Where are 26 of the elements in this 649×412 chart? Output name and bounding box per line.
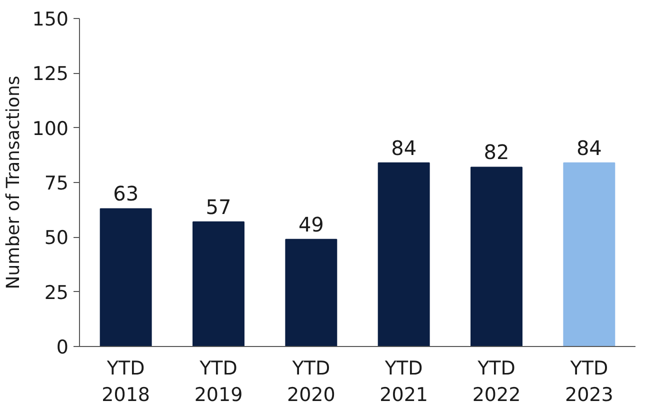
x-tick-label: YTD 2021 <box>380 358 428 406</box>
data-label: 84 <box>391 136 417 160</box>
x-tick-label: YTD 2022 <box>472 358 521 406</box>
data-label: 57 <box>206 194 232 219</box>
y-tick-label: 50 <box>44 227 69 250</box>
data-label: 82 <box>484 140 510 164</box>
data-label: 63 <box>113 182 139 206</box>
bar <box>192 221 244 346</box>
bar <box>285 238 338 346</box>
x-tick-label: YTD 2018 <box>102 358 150 406</box>
data-label: 84 <box>576 136 602 160</box>
data-label: 49 <box>298 212 324 236</box>
y-tick-label: 0 <box>56 336 69 358</box>
y-tick-label: 25 <box>44 282 69 304</box>
y-tick-label: 150 <box>32 8 68 30</box>
x-tick-label: YTD 2023 <box>564 358 614 406</box>
bar <box>378 162 430 346</box>
y-axis-title: Number of Transactions <box>3 76 24 290</box>
bar <box>563 162 616 346</box>
y-tick-label: 75 <box>44 172 69 194</box>
bar <box>100 208 152 346</box>
x-tick-label: YTD 2019 <box>194 358 243 406</box>
y-tick-label: 100 <box>32 118 68 140</box>
x-tick-label: YTD 2020 <box>286 358 336 406</box>
bar <box>470 166 522 346</box>
y-tick-label: 125 <box>32 63 68 86</box>
